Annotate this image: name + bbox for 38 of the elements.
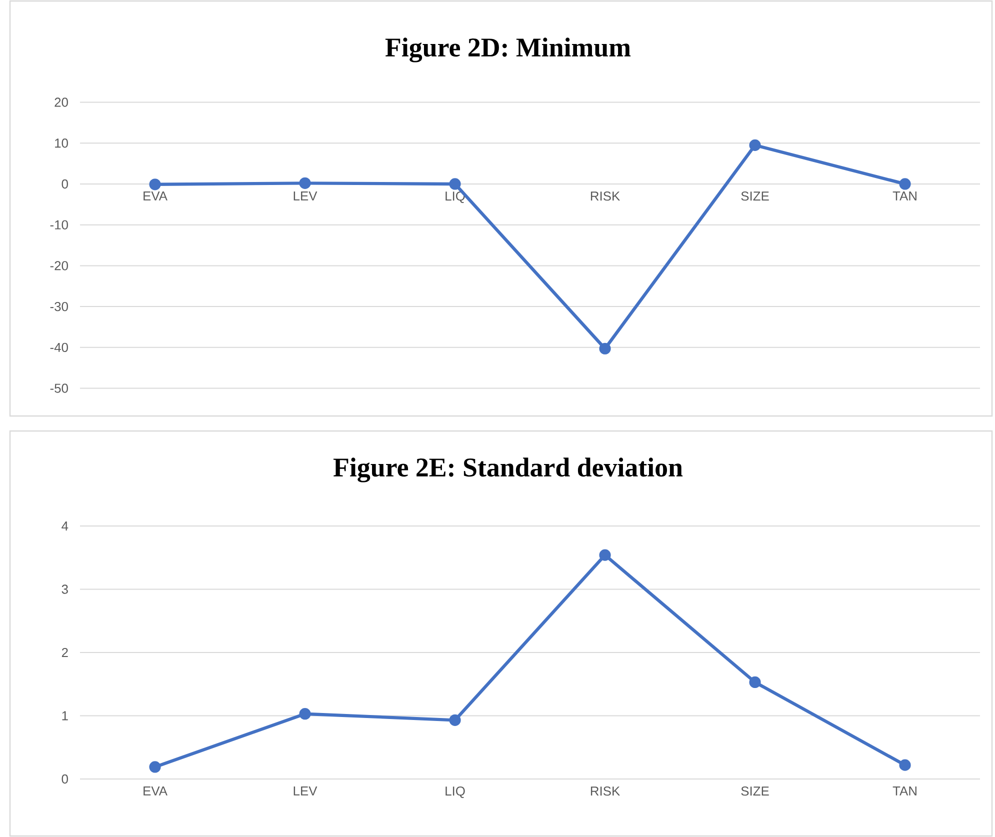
point <box>299 177 311 189</box>
x-tick-label: RISK <box>590 786 620 796</box>
point <box>149 178 161 190</box>
point <box>749 139 761 151</box>
y-tick-label: 1 <box>62 711 68 720</box>
y-tick-label: 0 <box>62 774 68 784</box>
x-tick-label: SIZE <box>741 191 769 201</box>
point <box>299 708 311 720</box>
x-tick-label: TAN <box>892 786 916 796</box>
y-tick-label: 2 <box>62 648 68 658</box>
point <box>149 761 161 773</box>
y-tick-label: -50 <box>50 384 68 393</box>
y-tick-label: -10 <box>50 220 68 230</box>
point <box>749 676 761 688</box>
y-tick-label: 10 <box>55 138 68 148</box>
x-tick-label: LIQ <box>446 786 465 798</box>
y-tick-label: -40 <box>50 342 68 352</box>
x-tick-label: EVA <box>144 192 168 200</box>
x-tick-label: SIZE <box>741 786 769 796</box>
point <box>599 549 611 561</box>
point <box>449 714 461 726</box>
y-tick-label: 20 <box>54 98 68 107</box>
x-tick-label: EVA <box>144 786 168 796</box>
point <box>449 178 461 190</box>
point <box>899 178 911 190</box>
y-tick-label: 0 <box>62 179 68 189</box>
chart-title: Figure 2E: Standard deviation <box>333 458 683 482</box>
point <box>599 342 611 354</box>
y-tick-label: -30 <box>50 302 68 312</box>
x-tick-label: LEV <box>294 786 318 796</box>
chart-title: Figure 2D: Minimum <box>385 38 631 62</box>
point <box>899 759 911 771</box>
y-tick-label: 4 <box>62 522 68 530</box>
x-tick-label: TAN <box>892 192 916 200</box>
y-tick-label: -20 <box>50 261 68 270</box>
y-tick-label: 3 <box>62 584 68 594</box>
x-tick-label: LEV <box>294 192 318 200</box>
x-tick-label: RISK <box>590 191 620 201</box>
